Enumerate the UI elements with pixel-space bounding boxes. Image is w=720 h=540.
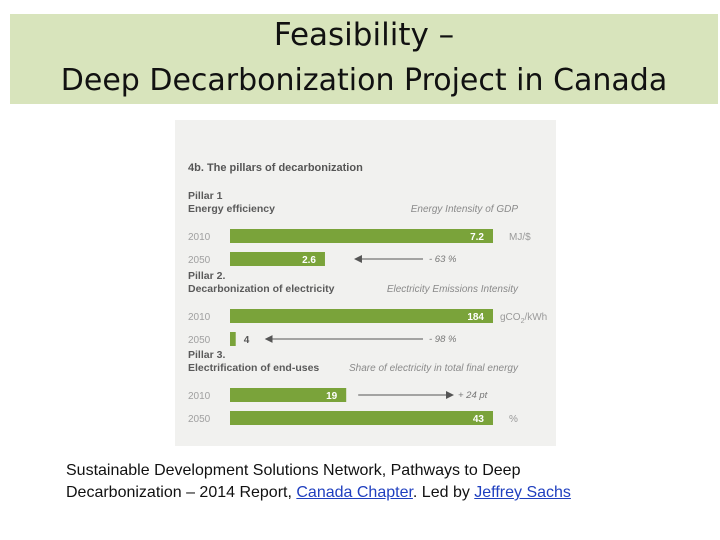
source-caption: Sustainable Development Solutions Networ… — [66, 460, 706, 504]
canada-chapter-link[interactable]: Canada Chapter — [296, 484, 413, 501]
slide-title-line-2: Deep Decarbonization Project in Canada — [60, 63, 668, 98]
caption-line-2-middle: . Led by — [412, 484, 475, 501]
bar-3-2050 — [230, 411, 493, 425]
figure-panel: 4b. The pillars of decarbonization Pilla… — [175, 120, 556, 446]
pillar-name-1: Energy efficiency — [188, 203, 275, 215]
bar-2-2050 — [230, 332, 236, 346]
caption-line-2: Decarbonization – 2014 Report, Canada Ch… — [66, 482, 706, 504]
jeffrey-sachs-link[interactable]: Jeffrey Sachs — [474, 484, 571, 501]
change-label-1: - 63 % — [429, 254, 457, 265]
unit-label-3: % — [509, 414, 518, 425]
change-label-3: + 24 pt — [458, 390, 488, 401]
data-label: 19 — [326, 391, 338, 402]
pillar-name-2: Decarbonization of electricity — [188, 283, 335, 295]
data-label: 43 — [473, 414, 485, 425]
bar-3-2010 — [230, 388, 347, 402]
slide-title-line-1: Feasibility – — [273, 17, 455, 53]
bar-1-2010 — [230, 229, 493, 243]
data-label: 4 — [244, 335, 250, 346]
caption-line-2-prefix: Decarbonization – 2014 Report, — [66, 484, 297, 501]
year-label: 2010 — [188, 232, 211, 243]
data-label: 2.6 — [302, 255, 316, 266]
pillar-metric-1: Energy Intensity of GDP — [411, 204, 519, 215]
data-label: 184 — [467, 312, 484, 323]
bar-1-2050 — [230, 252, 325, 266]
pillars-chart: 4b. The pillars of decarbonization Pilla… — [188, 162, 547, 425]
year-label: 2010 — [188, 391, 211, 402]
pillar-metric-3: Share of electricity in total final ener… — [349, 363, 519, 374]
data-label: 7.2 — [470, 232, 484, 243]
year-label: 2050 — [188, 335, 211, 346]
pillar-name-3: Electrification of end-uses — [188, 362, 319, 374]
year-label: 2050 — [188, 414, 211, 425]
unit-label-2: gCO2/kWh — [500, 312, 547, 325]
pillar-number-2: Pillar 2. — [188, 270, 225, 282]
pillar-number-1: Pillar 1 — [188, 190, 223, 202]
year-label: 2050 — [188, 255, 211, 266]
bar-2-2010 — [230, 309, 493, 323]
pillar-metric-2: Electricity Emissions Intensity — [387, 284, 519, 295]
figure-heading: 4b. The pillars of decarbonization — [188, 162, 363, 174]
year-label: 2010 — [188, 312, 211, 323]
caption-line-1: Sustainable Development Solutions Networ… — [66, 462, 521, 479]
change-label-2: - 98 % — [429, 334, 457, 345]
title-band: Feasibility – Deep Decarbonization Proje… — [10, 14, 718, 104]
pillar-number-3: Pillar 3. — [188, 349, 225, 361]
unit-label-1: MJ/$ — [509, 232, 531, 243]
